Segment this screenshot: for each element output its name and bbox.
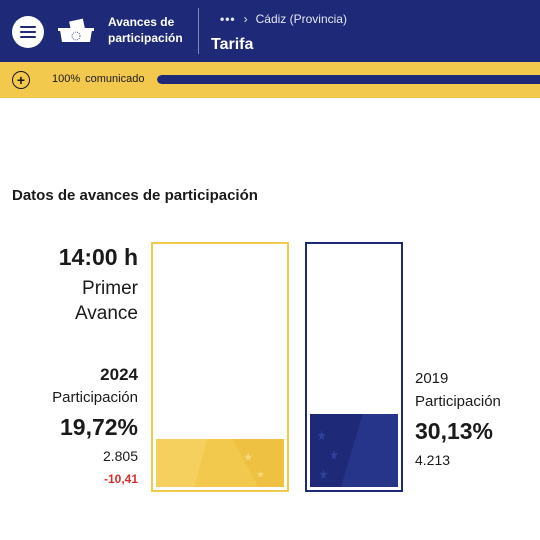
menu-button[interactable] — [12, 16, 44, 48]
advance-name-line2: Avance — [74, 303, 138, 324]
breadcrumb: ••• › Cádiz (Provincia) — [220, 12, 347, 26]
progress-bar-fill — [157, 75, 540, 84]
current-participation-label: Participación — [52, 389, 138, 406]
current-year: 2024 — [100, 365, 138, 384]
svg-text:★: ★ — [317, 427, 326, 444]
chevron-right-icon: › — [243, 12, 248, 26]
previous-participation-label: Participación — [415, 393, 501, 410]
previous-participation-bar-fill: ★ ★ ★ — [310, 414, 398, 487]
progress-percent: 100% — [52, 73, 81, 85]
current-votes: 2.805 — [102, 448, 138, 464]
previous-participation-bar: ★ ★ ★ — [305, 242, 403, 492]
progress-bar — [157, 75, 540, 84]
page-title: Tarifa — [211, 36, 254, 53]
app-title[interactable]: Avances de participación — [108, 14, 183, 46]
previous-participation-percent: 30,13% — [415, 418, 494, 444]
app-header: Avances de participación ••• › Cádiz (Pr… — [0, 0, 540, 62]
advance-name-line1: Primer — [82, 278, 138, 299]
progress-strip: + 100% comunicado — [0, 62, 540, 98]
plus-circle-icon[interactable]: + — [12, 71, 30, 89]
app-title-line1: Avances de — [108, 15, 175, 29]
advance-time: 14:00 h — [58, 244, 138, 270]
advance-name: Primer Avance — [0, 276, 138, 326]
difference-value: -10,41 — [103, 472, 138, 486]
svg-text:★: ★ — [329, 446, 338, 463]
ballot-box-eu-icon — [58, 18, 94, 42]
eu-stars-pattern-icon: ★ ★ ★ — [317, 414, 398, 487]
svg-text:★: ★ — [319, 466, 328, 483]
section-title: Datos de avances de participación — [12, 187, 258, 204]
current-participation-percent: 19,72% — [59, 414, 138, 440]
breadcrumb-more-button[interactable]: ••• — [220, 12, 236, 26]
svg-text:★: ★ — [243, 452, 253, 464]
header-divider — [198, 8, 199, 54]
previous-votes: 4.213 — [415, 452, 451, 468]
previous-year: 2019 — [415, 370, 449, 387]
progress-status: comunicado — [85, 73, 145, 85]
current-participation-bar-fill: ★ ★ — [156, 439, 284, 487]
progress-label: 100% comunicado — [52, 73, 144, 85]
breadcrumb-parent-link[interactable]: Cádiz (Provincia) — [255, 12, 347, 26]
app-title-line2: participación — [108, 31, 183, 45]
hamburger-icon — [20, 26, 36, 28]
stars-pattern-icon: ★ ★ — [156, 439, 284, 487]
current-participation-bar: ★ ★ — [151, 242, 289, 492]
svg-text:★: ★ — [256, 470, 265, 481]
